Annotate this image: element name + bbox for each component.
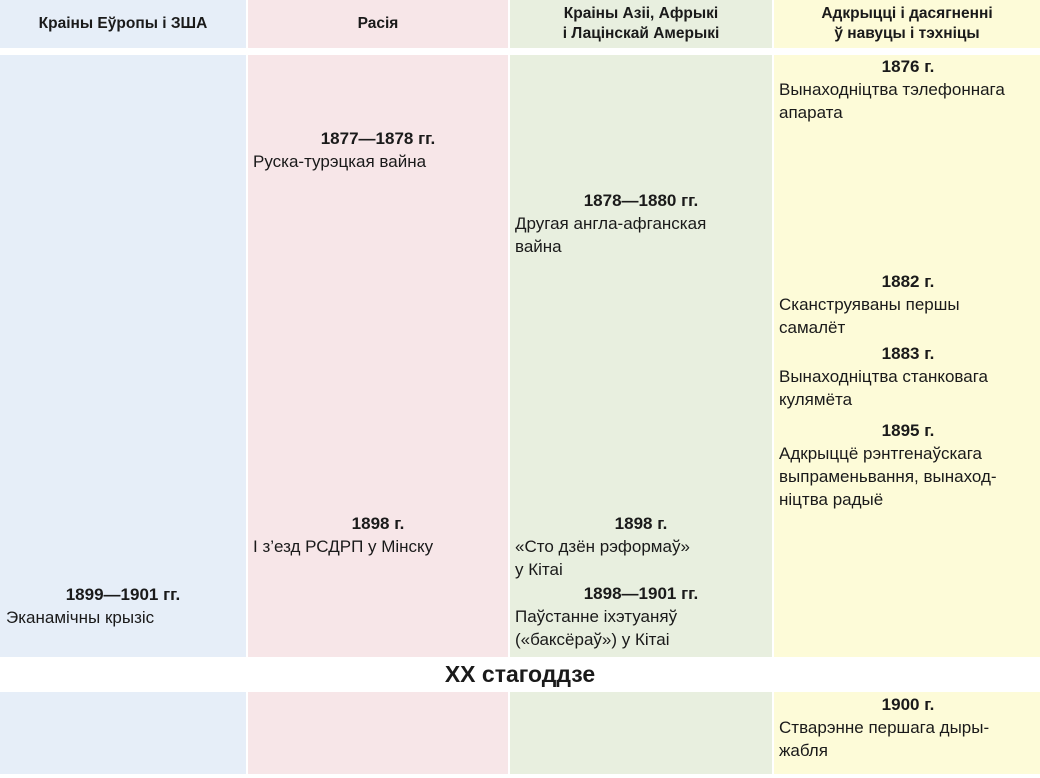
entry-text: Вынаходніцтва тэлефоннага xyxy=(779,80,1005,99)
header-russia-label: Расія xyxy=(357,15,399,32)
asia-column: 1878—1880 гг. Другая англа-афганская вай… xyxy=(510,55,772,657)
header-asia-label: Краіны Азіі, Афрыкі і Лацінскай Амерыкі xyxy=(563,4,720,44)
entry-text: ніцтва радыё xyxy=(779,490,884,509)
header-europe-label: Краіны Еўропы і ЗША xyxy=(38,15,208,32)
entry-year: 1899—1901 гг. xyxy=(65,585,181,604)
entry-text: кулямёта xyxy=(779,390,853,409)
entry-text: вайна xyxy=(515,237,562,256)
entry-year: 1900 г. xyxy=(881,695,935,714)
entry-text: («баксёраў») у Кітаі xyxy=(515,630,670,649)
entry-year: 1898—1901 гг. xyxy=(583,584,699,603)
science-column-xx: 1900 г. Стварэнне першага дыры- жабля xyxy=(774,692,1040,774)
header-science-label: Адкрыцці і дасягненні ў навуцы і тэхніцы xyxy=(821,4,992,44)
entry-text: Руска-турэцкая вайна xyxy=(253,152,427,171)
entry-text: «Сто дзён рэформаў» xyxy=(515,537,690,556)
asia-column-xx xyxy=(510,692,772,774)
entry-year: 1878—1880 гг. xyxy=(583,191,699,210)
entry-year: 1876 г. xyxy=(881,57,935,76)
timeline-entry: 1883 г. Вынаходніцтва станковага кулямёт… xyxy=(779,342,1037,411)
header-europe: Краіны Еўропы і ЗША xyxy=(0,0,246,48)
entry-text: выпраменьвання, вынаход- xyxy=(779,467,997,486)
entry-text: Эканамічны крызіс xyxy=(6,608,155,627)
entry-year: 1877—1878 гг. xyxy=(320,129,436,148)
entry-text: Другая англа-афганская xyxy=(515,214,707,233)
entry-text: апарата xyxy=(779,103,843,122)
header-asia: Краіны Азіі, Афрыкі і Лацінскай Амерыкі xyxy=(510,0,772,48)
header-science: Адкрыцці і дасягненні ў навуцы і тэхніцы xyxy=(774,0,1040,48)
russia-column: 1877—1878 гг. Руска-турэцкая вайна 1898 … xyxy=(248,55,508,657)
entry-year: 1895 г. xyxy=(881,421,935,440)
entry-text: Паўстанне іхэтуаняў xyxy=(515,607,678,626)
entry-text: І з’езд РСДРП у Мінску xyxy=(253,537,434,556)
timeline-entry: 1895 г. Адкрыццё рэнтгенаўскага выпрамен… xyxy=(779,419,1037,511)
entry-text: у Кітаі xyxy=(515,560,563,579)
entry-year: 1898 г. xyxy=(351,514,405,533)
entry-text: Вынаходніцтва станковага xyxy=(779,367,989,386)
timeline-entry: 1882 г. Сканструяваны першы самалёт xyxy=(779,270,1037,339)
timeline-entry: 1899—1901 гг. Эканамічны крызіс xyxy=(6,583,240,629)
century-divider: XX стагоддзе xyxy=(444,661,596,687)
timeline-entry: 1900 г. Стварэнне першага дыры- жабля xyxy=(779,693,1037,762)
header-asia-line: Краіны Азіі, Афрыкі xyxy=(563,5,719,22)
science-column: 1876 г. Вынаходніцтва тэлефоннага апарат… xyxy=(774,55,1040,657)
entry-text: Сканструяваны першы xyxy=(779,295,960,314)
timeline-entry: 1898 г. «Сто дзён рэформаў» у Кітаі xyxy=(515,512,767,581)
entry-text: Стварэнне першага дыры- xyxy=(779,718,990,737)
entry-year: 1898 г. xyxy=(614,514,668,533)
entry-text: жабля xyxy=(779,741,828,760)
timeline-entry: 1898 г. І з’езд РСДРП у Мінску xyxy=(253,512,503,558)
timeline-entry: 1878—1880 гг. Другая англа-афганская вай… xyxy=(515,189,767,258)
entry-year: 1882 г. xyxy=(881,272,935,291)
timeline-entry: 1898—1901 гг. Паўстанне іхэтуаняў («бакс… xyxy=(515,582,767,651)
russia-column-xx xyxy=(248,692,508,774)
europe-column-xx xyxy=(0,692,246,774)
entry-year: 1883 г. xyxy=(881,344,935,363)
entry-text: самалёт xyxy=(779,318,846,337)
entry-text: Адкрыццё рэнтгенаўскага xyxy=(779,444,982,463)
timeline-entry: 1877—1878 гг. Руска-турэцкая вайна xyxy=(253,127,503,173)
header-russia: Расія xyxy=(248,0,508,48)
timeline-entry: 1876 г. Вынаходніцтва тэлефоннага апарат… xyxy=(779,55,1037,124)
europe-column: 1899—1901 гг. Эканамічны крызіс xyxy=(0,55,246,657)
header-science-line: Адкрыцці і дасягненні xyxy=(821,5,993,22)
header-science-line: ў навуцы і тэхніцы xyxy=(834,25,980,42)
header-asia-line: і Лацінскай Амерыкі xyxy=(562,25,720,42)
